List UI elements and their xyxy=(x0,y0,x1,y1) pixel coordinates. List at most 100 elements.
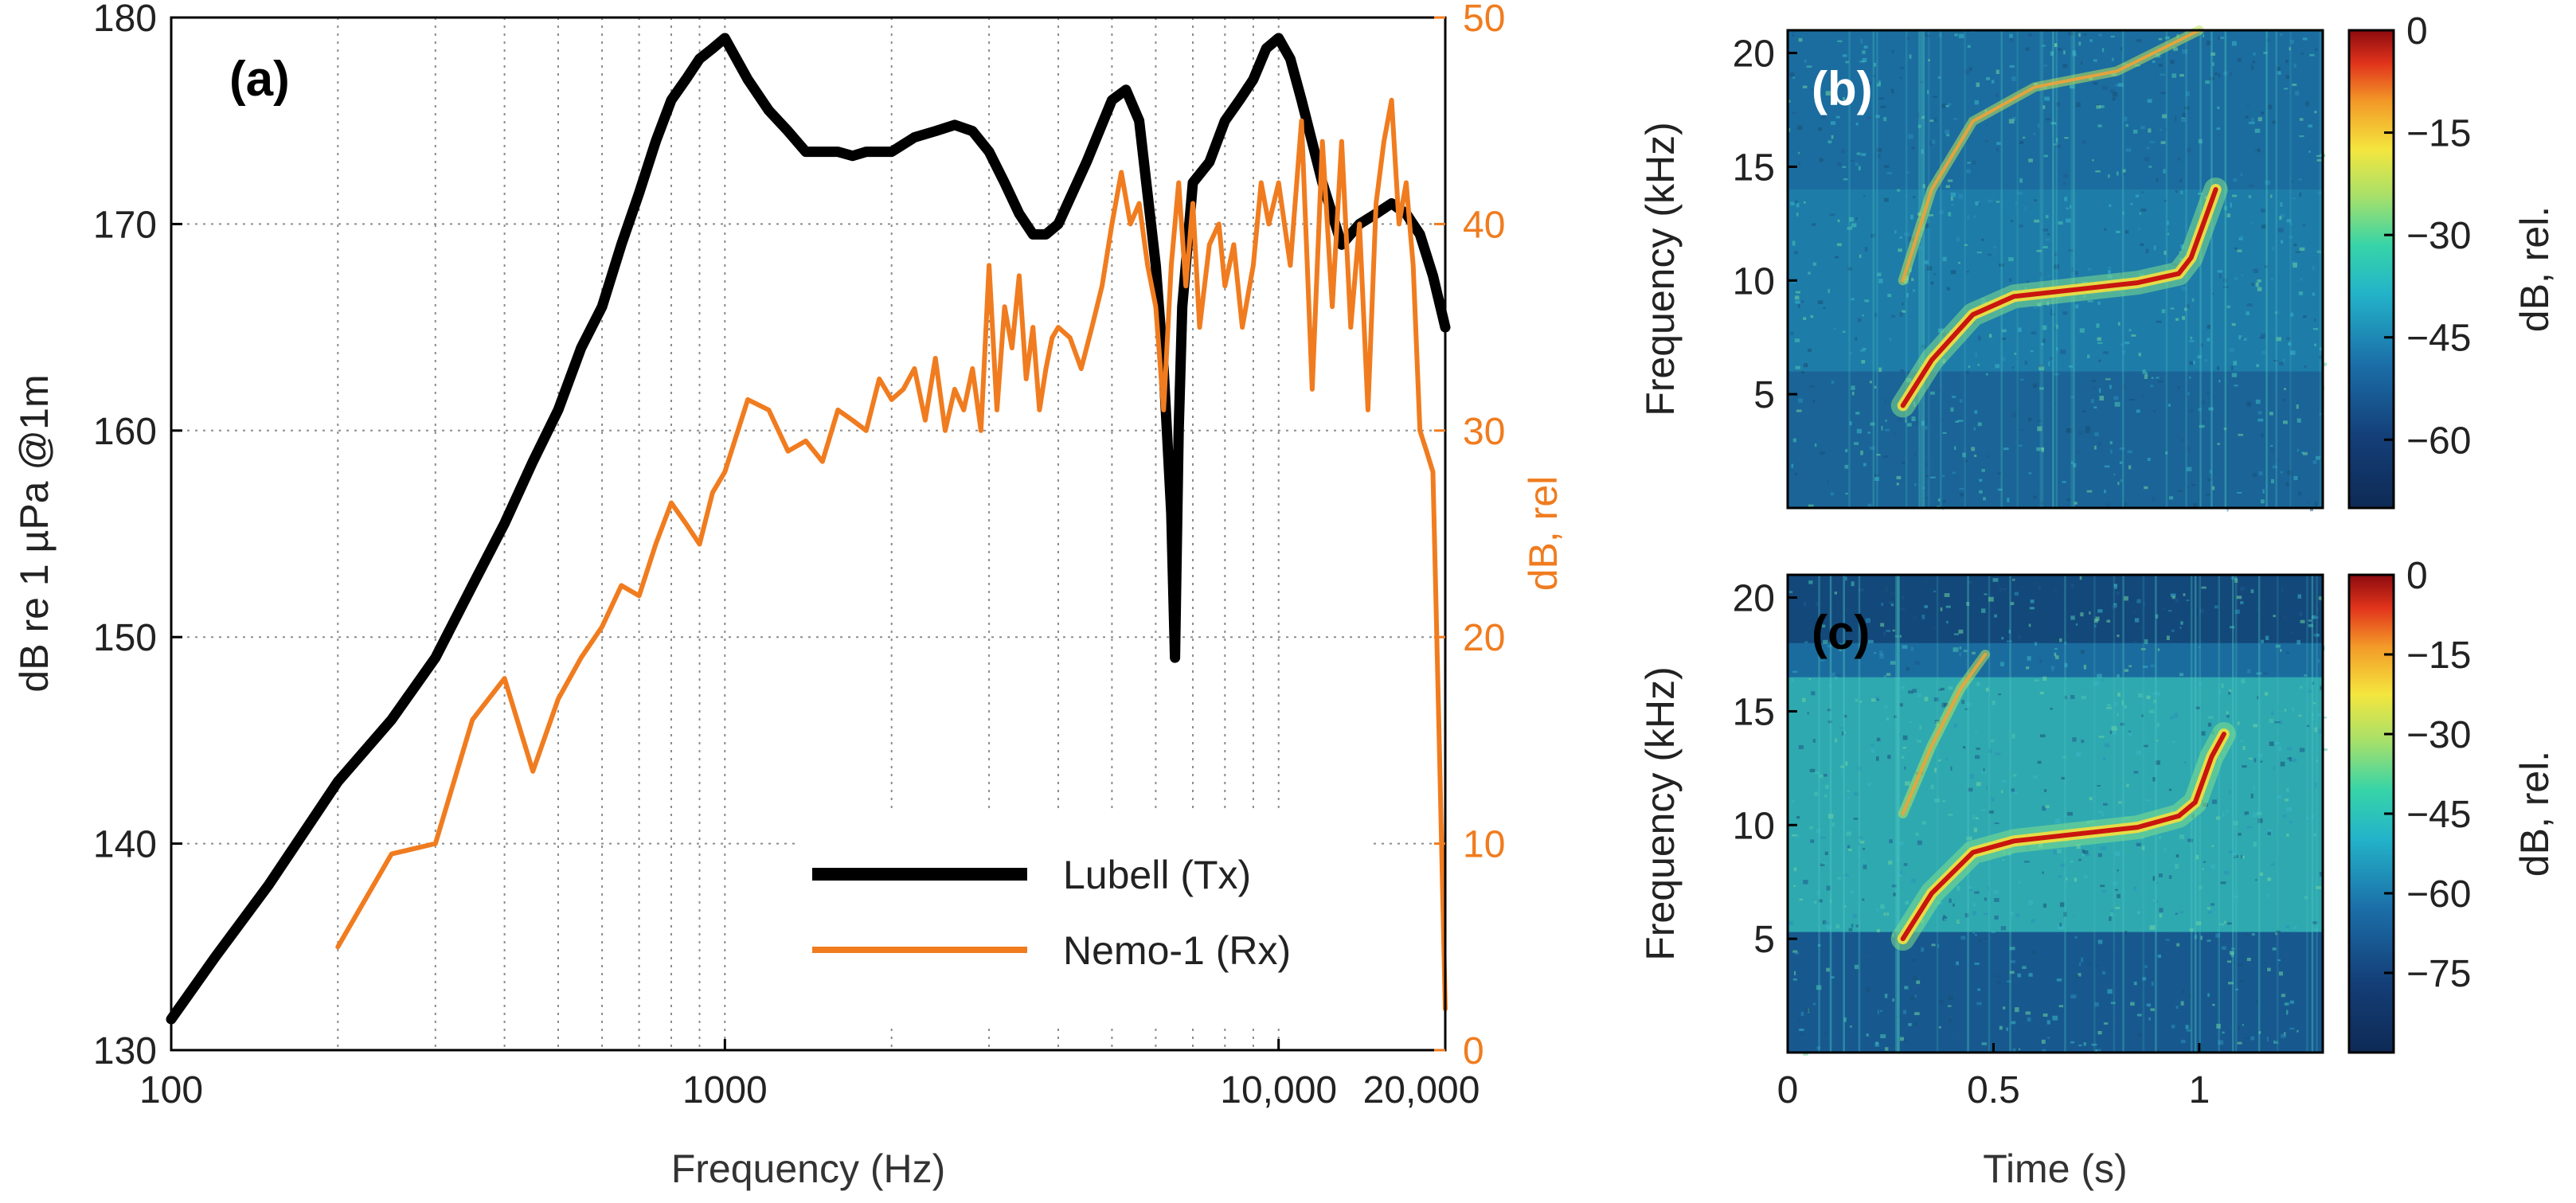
spectrogram-speckle xyxy=(2028,973,2033,977)
spectrogram-speckle xyxy=(1977,363,1980,366)
spectrogram-speckle xyxy=(2190,336,2193,340)
spectrogram-speckle xyxy=(1862,76,1867,80)
spectrogram-speckle xyxy=(1886,717,1890,721)
spectrogram-speckle xyxy=(1950,197,1953,201)
spectrogram-speckle xyxy=(2159,836,2161,839)
spectrogram-speckle xyxy=(2279,720,2283,725)
spectrogram-speckle xyxy=(2141,714,2144,717)
spectrogram-speckle xyxy=(2034,199,2037,202)
spectrogram-speckle xyxy=(2316,250,2321,253)
spectrogram-speckle xyxy=(1795,200,1798,204)
spectrogram-speckle xyxy=(2310,507,2313,512)
spectrogram-speckle xyxy=(1876,83,1881,87)
spectrogram-speckle xyxy=(1974,455,1977,458)
spectrogram-speckle xyxy=(2309,53,2315,57)
spectrogram-speckle xyxy=(1972,1009,1976,1014)
spectrogram-speckle xyxy=(2256,606,2259,611)
spectrogram-speckle xyxy=(2312,633,2317,637)
spectrogram-speckle xyxy=(2223,286,2229,288)
spectrogram-speckle xyxy=(2125,123,2128,127)
spectrogram-speckle xyxy=(2316,154,2321,157)
spectrogram-speckle xyxy=(2312,265,2315,270)
spectrogram-speckle xyxy=(2189,376,2191,379)
x-axis-label: Time (s) xyxy=(1983,1146,2127,1191)
spectrogram-speckle xyxy=(2064,695,2067,700)
spectrogram-speckle xyxy=(1802,85,1808,88)
spectrogram-click xyxy=(1876,30,1878,508)
spectrogram-speckle xyxy=(2093,619,2098,623)
spectrogram-speckle xyxy=(2162,114,2168,119)
spectrogram-speckle xyxy=(2226,305,2230,309)
spectrogram-speckle xyxy=(2212,62,2214,66)
spectrogram-speckle xyxy=(1811,88,1815,91)
spectrogram-speckle xyxy=(2150,385,2154,388)
spectrogram-speckle xyxy=(1912,689,1917,693)
spectrogram-speckle xyxy=(1812,262,1816,266)
spectrogram-speckle xyxy=(1864,299,1870,303)
spectrogram-speckle xyxy=(1850,1025,1852,1028)
spectrogram-speckle xyxy=(2009,33,2013,38)
spectrogram-speckle xyxy=(1817,943,1821,947)
spectrogram-speckle xyxy=(2186,1029,2191,1032)
spectrogram-speckle xyxy=(1880,623,1885,627)
spectrogram-speckle xyxy=(2299,118,2304,121)
spectrogram-speckle xyxy=(2230,576,2237,580)
spectrogram-speckle xyxy=(1863,859,1865,862)
spectrogram-speckle xyxy=(2226,922,2232,925)
spectrogram-speckle xyxy=(1984,593,1988,596)
spectrogram-speckle xyxy=(2099,396,2104,401)
spectrogram-speckle xyxy=(2230,626,2235,629)
spectrogram-speckle xyxy=(1967,45,1971,48)
spectrogram-speckle xyxy=(2122,211,2125,215)
spectrogram-speckle xyxy=(2079,576,2082,580)
spectrogram-speckle xyxy=(2231,41,2237,46)
spectrogram-speckle xyxy=(1842,54,1847,57)
spectrogram-speckle xyxy=(1903,863,1908,866)
spectrogram-speckle xyxy=(2289,222,2293,225)
spectrogram-speckle xyxy=(1891,885,1897,888)
spectrogram-speckle xyxy=(2321,362,2328,366)
spectrogram-speckle xyxy=(2289,820,2293,824)
spectrogram-speckle xyxy=(2124,669,2128,672)
spectrogram-speckle xyxy=(1803,201,1806,204)
spectrogram-speckle xyxy=(2079,328,2085,333)
spectrogram-speckle xyxy=(2187,392,2190,396)
spectrogram-speckle xyxy=(2212,1003,2215,1006)
spectrogram-speckle xyxy=(1798,162,1801,166)
spectrogram-speckle xyxy=(1917,124,1921,128)
spectrogram-speckle xyxy=(1930,784,1934,790)
y-tick-label: 10 xyxy=(1733,805,1775,847)
spectrogram-speckle xyxy=(1901,871,1903,875)
spectrogram-speckle xyxy=(2147,99,2152,104)
spectrogram-speckle xyxy=(2045,118,2051,121)
spectrogram-speckle xyxy=(2185,446,2191,451)
spectrogram-speckle xyxy=(1979,490,1983,494)
spectrogram-speckle xyxy=(2027,1017,2031,1022)
spectrogram-speckle xyxy=(1811,691,1816,696)
spectrogram-speckle xyxy=(2293,63,2297,68)
spectrogram-speckle xyxy=(2128,730,2131,732)
spectrogram-speckle xyxy=(1906,293,1909,298)
spectrogram-speckle xyxy=(2240,601,2244,604)
spectrogram-speckle xyxy=(1820,863,1825,866)
spectrogram-click xyxy=(2218,575,2220,1053)
call-trace xyxy=(1900,732,2226,942)
spectrogram-speckle xyxy=(1899,635,1902,638)
spectrogram-speckle xyxy=(1983,912,1988,915)
spectrogram-speckle xyxy=(2023,136,2026,139)
spectrogram-speckle xyxy=(1792,438,1796,443)
spectrogram-speckle xyxy=(2293,244,2297,247)
spectrogram-speckle xyxy=(1975,934,1977,936)
spectrogram-speckle xyxy=(1911,959,1917,962)
spectrogram-speckle xyxy=(1816,602,1819,607)
legend: Lubell (Tx) Nemo-1 (Rx) xyxy=(796,808,1370,1023)
spectrogram-speckle xyxy=(2285,75,2289,79)
spectrogram-speckle xyxy=(2113,584,2117,589)
spectrogram-speckle xyxy=(2018,1048,2020,1050)
spectrogram-speckle xyxy=(2256,364,2259,368)
spectrogram-speckle xyxy=(2297,594,2301,599)
spectrogram-speckle xyxy=(2122,169,2126,173)
spectrogram-speckle xyxy=(2260,969,2262,972)
